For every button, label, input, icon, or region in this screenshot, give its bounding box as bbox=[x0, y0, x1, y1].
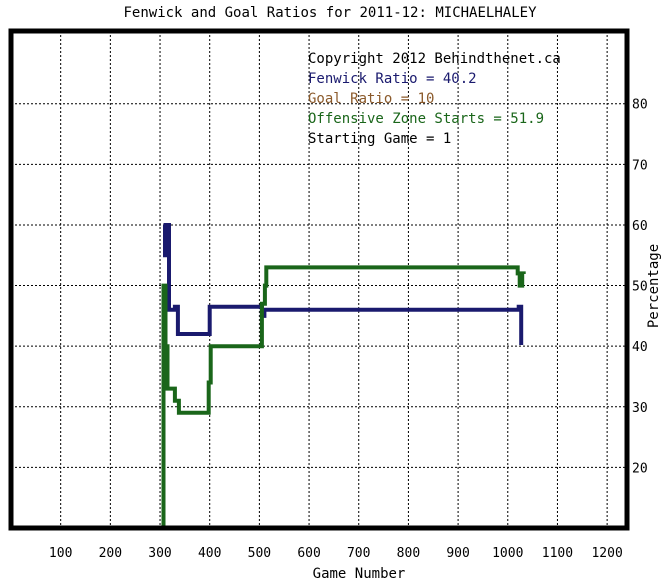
y-tick-label: 40 bbox=[632, 340, 648, 355]
x-tick-label: 400 bbox=[198, 546, 221, 561]
x-tick-label: 1100 bbox=[542, 546, 573, 561]
annotation-line: Goal Ratio = 10 bbox=[308, 91, 434, 107]
annotation-line: Fenwick Ratio = 40.2 bbox=[308, 71, 477, 87]
series-lines bbox=[161, 223, 526, 528]
x-tick-label: 300 bbox=[148, 546, 171, 561]
annotation-line: Copyright 2012 Behindthenet.ca bbox=[308, 51, 561, 67]
y-tick-label: 70 bbox=[632, 158, 648, 173]
x-tick-label: 200 bbox=[99, 546, 122, 561]
x-tick-label: 700 bbox=[347, 546, 370, 561]
annotation-line: Offensive Zone Starts = 51.9 bbox=[308, 111, 544, 127]
y-axis-label: Percentage bbox=[646, 244, 662, 328]
x-tick-label: 500 bbox=[248, 546, 271, 561]
series-line-offensive-zone-starts bbox=[161, 265, 526, 528]
x-tick-label: 1000 bbox=[492, 546, 523, 561]
x-tick-label: 100 bbox=[49, 546, 72, 561]
plot-frame bbox=[8, 28, 630, 531]
x-tick-label: 1200 bbox=[591, 546, 622, 561]
x-tick-label: 900 bbox=[446, 546, 469, 561]
x-tick-label: 600 bbox=[297, 546, 320, 561]
x-tick-label: 800 bbox=[397, 546, 420, 561]
y-tick-label: 50 bbox=[632, 280, 648, 295]
y-tick-label: 20 bbox=[632, 461, 648, 476]
y-tick-label: 60 bbox=[632, 219, 648, 234]
series-line-fenwick-ratio bbox=[163, 223, 524, 345]
y-tick-label: 80 bbox=[632, 98, 648, 113]
x-axis-ticks: 100 200 300 400 500 600 700 800 900 1000 1100 1200 bbox=[49, 546, 623, 561]
chart-title: Fenwick and Goal Ratios for 2011-12: MIC… bbox=[123, 5, 537, 21]
x-axis-label: Game Number bbox=[313, 566, 406, 580]
annotation-line: Starting Game = 1 bbox=[308, 131, 451, 147]
grid-lines bbox=[11, 31, 627, 528]
y-tick-label: 30 bbox=[632, 401, 648, 416]
y-axis-ticks: 20 30 40 50 60 70 80 bbox=[632, 98, 648, 477]
legend-annotations: Copyright 2012 Behindthenet.ca Fenwick Ra… bbox=[308, 51, 561, 147]
